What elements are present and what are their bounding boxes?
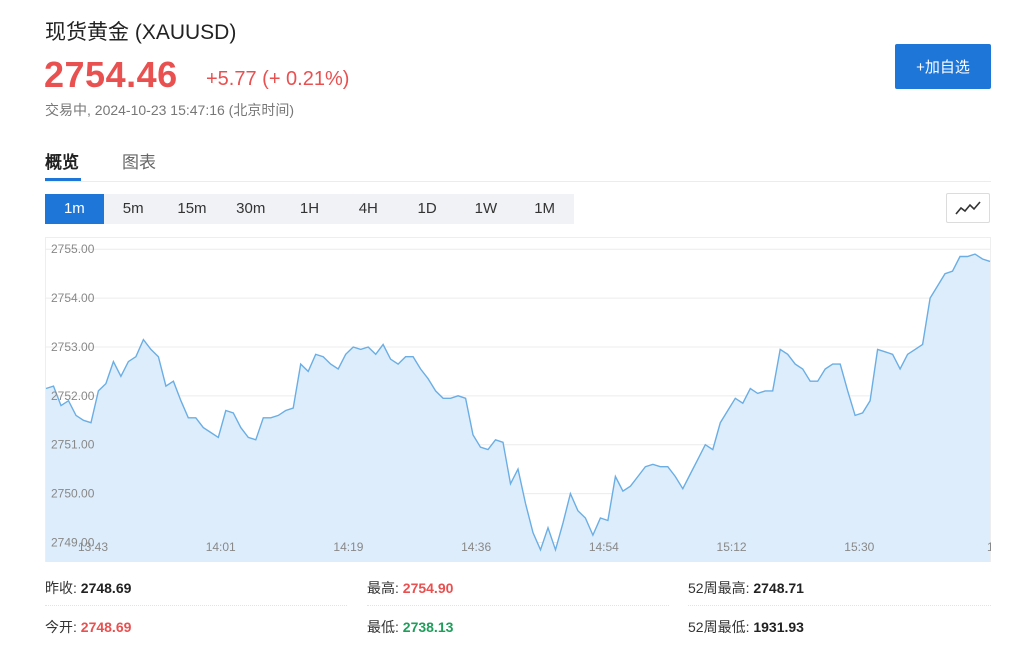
x-tick-label: 14:36: [461, 540, 491, 554]
x-tick-label: 14:54: [589, 540, 619, 554]
stat-high: 最高: 2754.90: [367, 580, 454, 596]
period-30m[interactable]: 30m: [236, 200, 266, 217]
add-to-watchlist-button[interactable]: +加自选: [895, 44, 991, 89]
price-area: [46, 254, 990, 562]
x-tick-label: 13:43: [78, 540, 108, 554]
open-value: 2748.69: [80, 619, 132, 635]
prev-close-value: 2748.69: [80, 580, 132, 596]
stat-low: 最低: 2738.13: [367, 619, 454, 635]
trading-status: 交易中, 2024-10-23 15:47:16 (北京时间): [45, 102, 294, 118]
tab-bar: 概览 图表: [45, 140, 991, 182]
chart-type-button[interactable]: [946, 193, 990, 223]
page-title: 现货黄金 (XAUUSD): [45, 21, 237, 44]
price-line: [45, 253, 991, 553]
current-price: 2754.46: [44, 54, 178, 95]
x-tick-label: 15:4: [987, 540, 991, 554]
x-tick-label: 14:01: [206, 540, 236, 554]
price-change: +5.77 (+ 0.21%): [206, 68, 350, 90]
period-15m[interactable]: 15m: [177, 200, 207, 217]
stat-52w-high: 52周最高: 2748.71: [688, 580, 804, 596]
x-tick-label: 15:12: [717, 540, 747, 554]
x-tick-label: 14:19: [333, 540, 363, 554]
period-1h[interactable]: 1H: [299, 200, 320, 217]
period-1mo[interactable]: 1M: [534, 200, 556, 217]
divider: [688, 605, 991, 607]
period-4h[interactable]: 4H: [358, 200, 378, 217]
y-tick-label: 2751.00: [51, 438, 95, 452]
divider: [367, 605, 669, 607]
period-1w[interactable]: 1W: [474, 200, 498, 217]
period-1d[interactable]: 1D: [417, 200, 437, 217]
y-tick-label: 2749.00: [51, 535, 95, 549]
period-selector: 1m 5m 15m 30m 1H 4H 1D 1W 1M: [45, 194, 574, 224]
price-chart: 2749.00 2750.00 2751.00 2752.00 2753.00 2754.…: [45, 237, 991, 562]
stat-prev-close: 昨收: 2748.69: [45, 580, 132, 596]
tab-overview[interactable]: 概览: [45, 153, 79, 172]
y-tick-label: 2753.00: [51, 340, 95, 354]
tab-chart[interactable]: 图表: [122, 153, 156, 172]
y-tick-label: 2752.00: [51, 389, 95, 403]
period-5m[interactable]: 5m: [122, 200, 144, 217]
y-tick-label: 2750.00: [51, 487, 95, 501]
52w-high-value: 2748.71: [753, 580, 804, 596]
line-chart-icon: [955, 201, 981, 215]
divider: [45, 605, 347, 607]
high-value: 2754.90: [402, 580, 454, 596]
y-tick-label: 2755.00: [51, 242, 95, 256]
stat-52w-low: 52周最低: 1931.93: [688, 619, 804, 635]
active-tab-indicator: [45, 178, 81, 181]
x-tick-label: 15:30: [844, 540, 874, 554]
period-1m[interactable]: 1m: [45, 194, 104, 224]
52w-low-value: 1931.93: [753, 619, 804, 635]
y-tick-label: 2754.00: [51, 291, 95, 305]
stat-open: 今开: 2748.69: [45, 619, 132, 635]
low-value: 2738.13: [402, 619, 454, 635]
